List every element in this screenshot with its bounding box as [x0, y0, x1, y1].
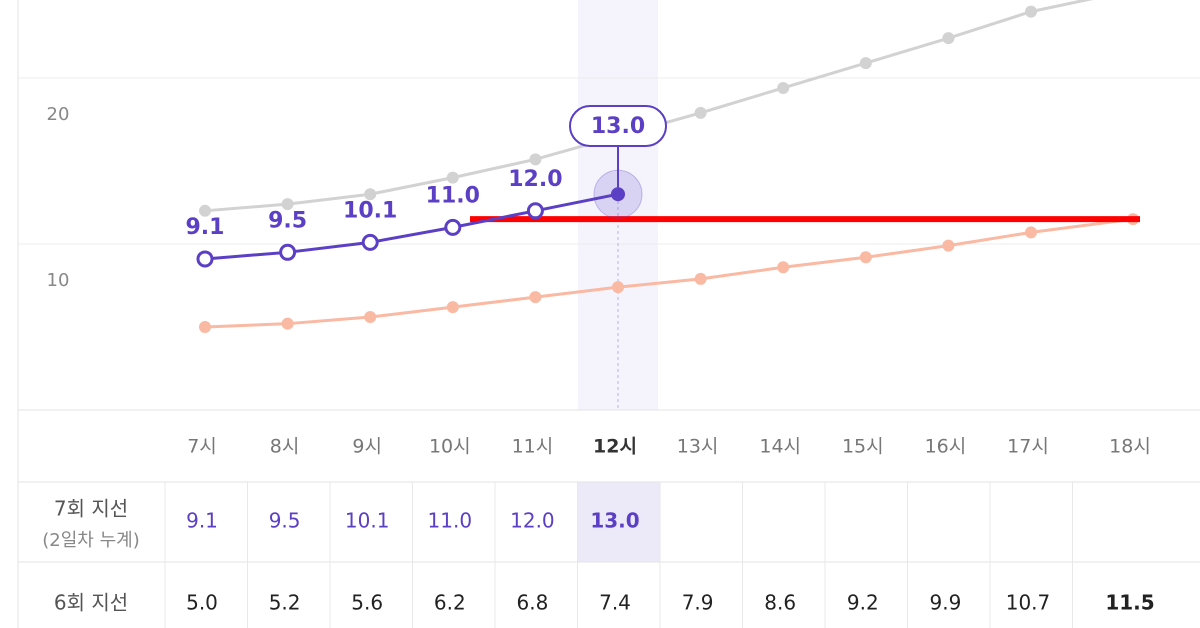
purple-point: [279, 243, 297, 261]
data-label: 9.1: [186, 215, 225, 240]
x-tick-label: 10시: [429, 436, 471, 458]
table-cell: 7.9: [682, 591, 714, 615]
gray-point: [859, 57, 872, 70]
x-tick-label: 17시: [1007, 436, 1049, 458]
x-tick-label: 11시: [512, 436, 554, 458]
gray-point: [777, 81, 790, 94]
orange-point: [364, 311, 377, 324]
gray-point: [694, 106, 707, 119]
x-tick-label: 7시: [187, 436, 217, 458]
x-tick-label: 18시: [1109, 436, 1151, 458]
data-label: 10.1: [343, 198, 397, 223]
x-tick-label: 14시: [759, 436, 801, 458]
table-cell: 9.2: [847, 591, 879, 615]
orange-point: [777, 261, 790, 274]
x-tick-label: 15시: [842, 436, 884, 458]
table-cell: 9.1: [186, 509, 218, 533]
orange-line: [204, 217, 1134, 329]
data-label: 12.0: [508, 167, 562, 192]
table-cell: 9.9: [929, 591, 961, 615]
data-label: 11.0: [426, 183, 480, 208]
table-cell: 11.0: [428, 509, 473, 533]
gray-point: [1025, 5, 1037, 18]
table-cell: 10.1: [345, 509, 390, 533]
gray-point: [281, 198, 294, 211]
table-cell: 8.6: [764, 591, 796, 615]
gray-point: [364, 188, 377, 201]
orange-point: [446, 301, 459, 314]
gray-point: [529, 153, 542, 166]
x-tick-label: 13시: [677, 436, 719, 458]
row-sublabel: (2일차 누계): [42, 530, 139, 551]
table-cell: 6.8: [516, 591, 548, 615]
row-label: 6회 지선: [54, 591, 128, 615]
table-cell: 5.6: [351, 591, 383, 615]
table-cell: 10.7: [1006, 591, 1051, 615]
orange-point: [942, 239, 955, 252]
purple-point: [611, 187, 625, 202]
table-cell: 11.5: [1105, 591, 1154, 615]
x-tick-label: 8시: [270, 436, 300, 458]
table-cell: 5.2: [269, 591, 301, 615]
purple-point: [196, 250, 214, 268]
orange-point: [529, 291, 542, 304]
purple-point: [526, 202, 544, 220]
highlight-cell: [577, 482, 660, 562]
data-label: 9.5: [268, 208, 307, 233]
x-tick-label: 12시: [593, 436, 637, 458]
orange-point: [1025, 226, 1037, 239]
x-tick-label: 16시: [925, 436, 967, 458]
orange-point: [281, 317, 294, 330]
row-label: 7회 지선: [54, 497, 128, 521]
table-cell: 6.2: [434, 591, 466, 615]
orange-point: [199, 321, 211, 334]
table-cell: 7.4: [599, 591, 631, 615]
table-cell: 5.0: [186, 591, 218, 615]
orange-point: [694, 272, 707, 285]
gray-point: [942, 32, 955, 45]
table-cell: 12.0: [510, 509, 555, 533]
purple-line: [204, 192, 619, 261]
callout-box: [569, 105, 667, 147]
gray-point: [199, 204, 211, 217]
purple-point: [444, 218, 462, 236]
gray-line: [204, 0, 1094, 213]
x-tick-label: 9시: [352, 436, 382, 458]
y-tick-label: 20: [47, 104, 70, 125]
gray-point: [446, 171, 459, 184]
table-cell: 13.0: [590, 509, 639, 533]
purple-point: [361, 233, 379, 251]
y-tick-label: 10: [47, 270, 70, 291]
orange-point: [612, 281, 624, 294]
orange-point: [859, 251, 872, 264]
callout-label: 13.0: [591, 114, 645, 139]
table-cell: 9.5: [269, 509, 301, 533]
